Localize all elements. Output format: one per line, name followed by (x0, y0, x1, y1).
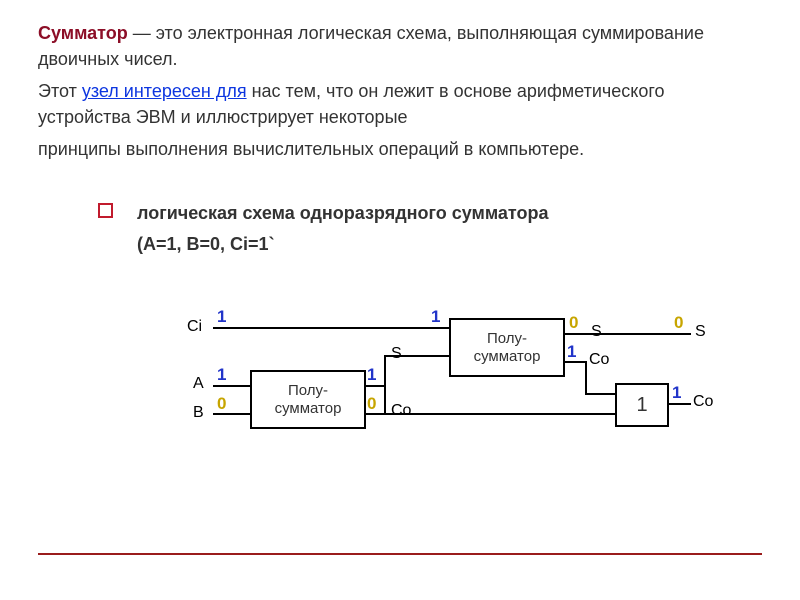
hyperlink-text[interactable]: узел интересен для (82, 81, 247, 101)
wire-12 (585, 393, 615, 395)
signal-value-a_in: 1 (217, 365, 226, 385)
bullet-item: логическая схема одноразрядного сумматор… (98, 198, 762, 259)
label-B: B (193, 404, 204, 422)
bullet-params: (A=1, B=0, Ci=1` (137, 229, 549, 260)
wire-6 (384, 355, 386, 387)
wire-8 (384, 413, 615, 415)
wire-1 (213, 385, 250, 387)
wire-5 (384, 385, 386, 415)
context-paragraph-2: принципы выполнения вычислительных опера… (38, 136, 762, 162)
definition-paragraph: Сумматор — это электронная логическая сх… (38, 20, 762, 72)
box-halfadder-1: Полу- сумматор (250, 370, 366, 429)
wire-0 (213, 327, 449, 329)
wire-9 (561, 333, 691, 335)
label-S_out: S (695, 323, 706, 341)
signal-value-co_out: 1 (672, 383, 681, 403)
label-Co_mid: Co (391, 402, 411, 420)
label-Ci: Ci (187, 318, 202, 336)
label-Co_top: Co (589, 351, 609, 369)
term-summator: Сумматор (38, 23, 128, 43)
signal-value-b_in: 0 (217, 394, 226, 414)
adder-diagram: Полу- сумматорПолу- сумматор1CiABSCoSSCo… (195, 305, 720, 505)
def-text-a: — это электронная логическая схема, выпо… (38, 23, 704, 69)
label-S_mid: S (391, 345, 402, 363)
label-A: A (193, 375, 204, 393)
signal-value-ci_top: 1 (431, 307, 440, 327)
signal-value-s_topR: 0 (569, 313, 578, 333)
box-halfadder-2: Полу- сумматор (449, 318, 565, 377)
bullet-marker (98, 203, 113, 218)
ctx-a: Этот (38, 81, 82, 101)
wire-11 (585, 361, 587, 393)
signal-value-ci_in: 1 (217, 307, 226, 327)
signal-value-co_mid: 0 (367, 394, 376, 414)
bullet-title: логическая схема одноразрядного сумматор… (137, 198, 549, 229)
signal-value-co_topR: 1 (567, 342, 576, 362)
signal-value-s_mid: 1 (367, 365, 376, 385)
label-Co_out: Co (693, 393, 713, 411)
signal-value-s_out: 0 (674, 313, 683, 333)
label-S_top: S (591, 323, 602, 341)
box-or-gate: 1 (615, 383, 669, 427)
context-paragraph: Этот узел интересен для нас тем, что он … (38, 78, 762, 130)
bottom-rule (38, 553, 762, 555)
